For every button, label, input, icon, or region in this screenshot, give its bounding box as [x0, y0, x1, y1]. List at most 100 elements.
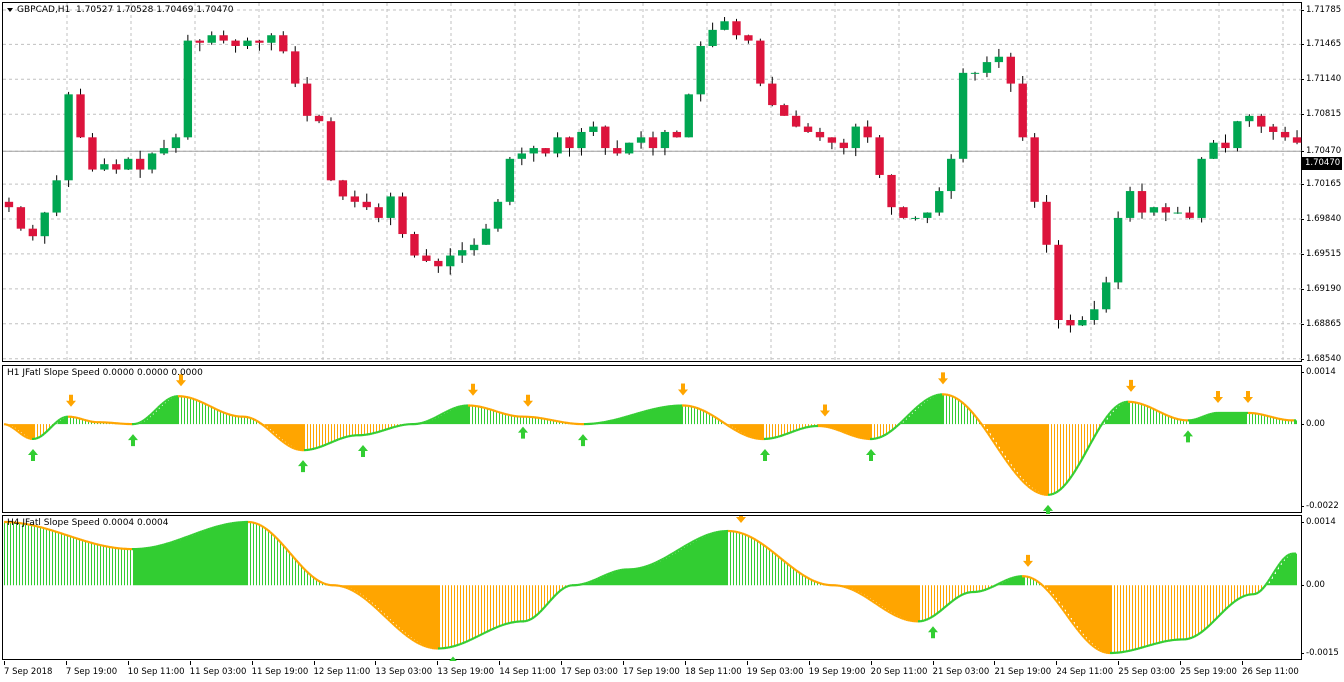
time-axis[interactable]: 7 Sep 2018 7 Sep 19:00 10 Sep 11:00 11 Sep … [2, 661, 1302, 682]
h4-indicator-chart[interactable] [3, 516, 1303, 661]
histogram-bar [82, 540, 83, 586]
candle [911, 216, 920, 221]
slope-line-segment [1089, 642, 1093, 646]
slope-line-segment [1147, 405, 1151, 409]
slope-line-segment [1075, 626, 1079, 631]
candle-body [577, 131, 586, 149]
slope-line-segment [779, 434, 783, 438]
candle [1292, 130, 1302, 145]
histogram-bar [199, 532, 202, 586]
slope-line-segment [1267, 414, 1271, 418]
slope-line-segment [1061, 607, 1065, 612]
candlestick-chart[interactable] [3, 3, 1303, 363]
price-scale[interactable]: 1.71785 1.71465 1.71140 1.70815 1.70470 1.701… [1300, 2, 1344, 364]
histogram-bar [187, 536, 190, 586]
slope-line-segment [161, 401, 165, 405]
slope-line-segment [19, 432, 23, 436]
slope-line-segment [349, 588, 353, 592]
slope-line-segment [189, 533, 193, 537]
slope-line-segment [1081, 634, 1085, 639]
slope-line-segment [1279, 560, 1283, 565]
histogram-bar [1204, 416, 1207, 425]
candle [1173, 206, 1182, 214]
slope-line-segment [891, 612, 895, 616]
histogram-bar [883, 585, 886, 609]
candle [207, 31, 216, 45]
slope-line-segment [853, 434, 857, 438]
slope-line-segment [979, 421, 983, 426]
histogram-bar [412, 585, 415, 640]
histogram-bar [262, 526, 263, 586]
slope-line-segment [219, 409, 223, 413]
slope-line-segment [497, 624, 501, 628]
slope-line-segment [197, 399, 201, 403]
candle-body [100, 164, 109, 170]
histogram-bar [502, 585, 503, 626]
slope-line-segment [637, 411, 641, 415]
slope-line-segment [169, 541, 173, 544]
price-chart-pane[interactable]: GBPCAD,H1 1.70527 1.70528 1.70469 1.7047… [2, 2, 1303, 363]
candle [899, 206, 908, 219]
slope-line-segment [1287, 553, 1291, 557]
slope-line-segment [1029, 576, 1033, 580]
slope-line-segment [1167, 414, 1171, 418]
h1-indicator-chart[interactable] [3, 366, 1303, 514]
histogram-bar [274, 535, 275, 586]
slope-line-segment [609, 571, 613, 575]
histogram-bar [1255, 585, 1256, 595]
histogram-bar [982, 424, 985, 425]
h1-indicator-scale[interactable]: 0.0014 0.00 -0.0022 [1301, 365, 1344, 513]
buy-arrow-icon [358, 445, 368, 458]
histogram-bar [517, 416, 518, 425]
slope-line-segment [901, 418, 905, 423]
candle [279, 31, 288, 54]
slope-line-segment [185, 535, 189, 539]
histogram-bar [694, 407, 695, 425]
slope-line-segment [667, 554, 671, 558]
histogram-bar [376, 424, 377, 433]
histogram-bar [1204, 585, 1205, 631]
dropdown-triangle-icon[interactable] [7, 7, 13, 12]
histogram-bar [361, 424, 362, 436]
slope-line-segment [665, 555, 669, 559]
slope-line-segment [67, 534, 71, 538]
histogram-bar [802, 574, 803, 586]
candle [624, 142, 634, 155]
slope-line-segment [777, 555, 781, 559]
histogram-bar [1132, 401, 1133, 425]
candle [326, 117, 336, 182]
slope-line-segment [1019, 477, 1023, 482]
histogram-bar [1171, 585, 1172, 641]
slope-line-segment [593, 578, 597, 582]
slope-line-segment [213, 407, 217, 411]
slope-line-segment [499, 411, 503, 415]
slope-line-segment [905, 618, 909, 622]
slope-line-segment [1265, 581, 1269, 586]
slope-line-segment [65, 533, 69, 537]
h4-indicator-scale[interactable]: 0.0014 0.00 -0.0015 [1301, 515, 1344, 660]
slope-line-segment [77, 416, 81, 420]
h4-indicator-pane[interactable]: H4 JFatl Slope Speed 0.0004 0.0004 [2, 515, 1303, 661]
histogram-bar [868, 585, 871, 599]
histogram-bar [679, 549, 682, 586]
histogram-bar [1030, 424, 1033, 488]
histogram-bar [250, 417, 251, 425]
candle-body [875, 137, 884, 175]
slope-line-segment [263, 424, 267, 429]
histogram-bar [241, 522, 244, 586]
h1-indicator-pane[interactable]: H1 JFatl Slope Speed 0.0000 0.0000 0.000… [2, 365, 1303, 514]
slope-line-segment [679, 546, 683, 550]
slope-line-segment [799, 572, 803, 576]
slope-line-segment [841, 430, 845, 434]
slope-line-segment [195, 398, 199, 402]
histogram-bar [607, 421, 610, 425]
candle-body [756, 40, 765, 84]
slope-line-segment [1265, 414, 1269, 418]
slope-line-segment [449, 408, 453, 412]
slope-line-segment [1215, 616, 1219, 620]
slope-line-segment [1275, 565, 1279, 570]
slope-line-segment [249, 416, 253, 420]
histogram-bar [1201, 585, 1202, 633]
histogram-bar [460, 585, 461, 645]
slope-line-segment [295, 447, 299, 451]
